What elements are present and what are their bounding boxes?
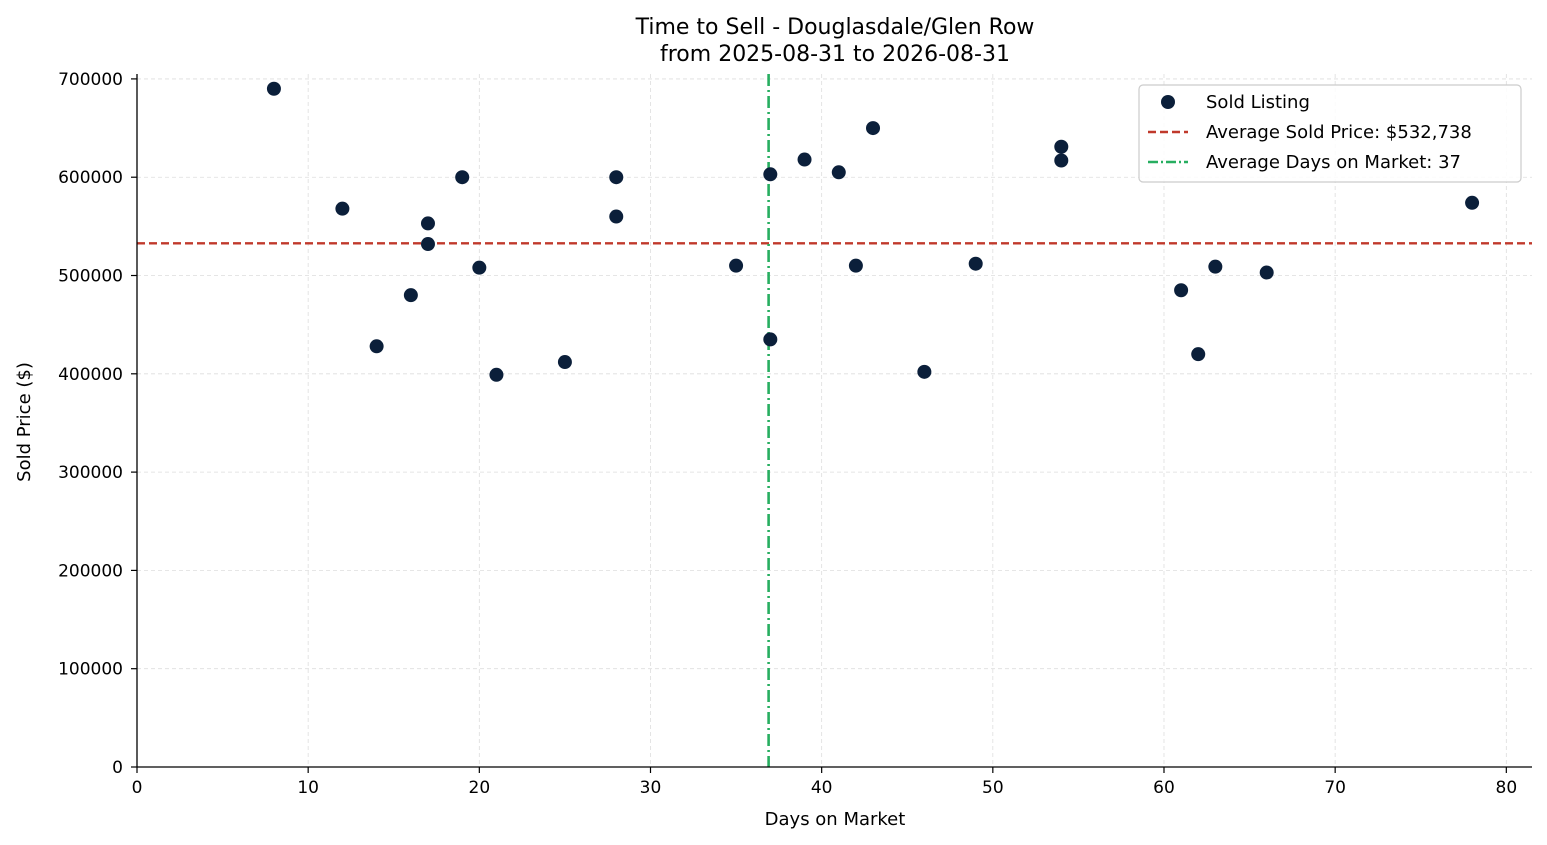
x-tick-label: 10 (297, 778, 319, 798)
y-tick-label: 100000 (58, 660, 123, 680)
data-point (866, 121, 881, 136)
y-tick-label: 0 (112, 758, 123, 778)
x-tick-label: 70 (1324, 778, 1346, 798)
data-point (369, 339, 384, 354)
data-point (403, 288, 418, 303)
data-point (609, 170, 624, 185)
legend-frame (1138, 84, 1522, 183)
data-point (1259, 265, 1274, 280)
data-point (266, 81, 281, 96)
chart-subtitle: from 2025-08-31 to 2026-08-31 (660, 42, 1010, 67)
data-point (1054, 153, 1069, 168)
reference-lines (137, 74, 1532, 767)
data-point (609, 209, 624, 224)
x-tick-label: 30 (640, 778, 662, 798)
x-axis-label: Days on Market (765, 809, 906, 830)
y-tick-label: 500000 (58, 267, 123, 287)
x-tick-label: 80 (1496, 778, 1518, 798)
data-point (1465, 195, 1480, 210)
y-tick-label: 700000 (58, 70, 123, 90)
x-tick-label: 50 (982, 778, 1004, 798)
y-tick-label: 300000 (58, 463, 123, 483)
x-tick-label: 60 (1153, 778, 1175, 798)
y-axis-label: Sold Price ($) (14, 362, 35, 482)
data-point (1191, 347, 1206, 362)
chart-title: Time to Sell - Douglasdale/Glen Row (635, 15, 1035, 40)
data-point (763, 167, 778, 182)
x-tick-label: 20 (469, 778, 491, 798)
x-tick-label: 40 (811, 778, 833, 798)
data-point (489, 367, 504, 382)
data-point (831, 165, 846, 180)
data-point (729, 258, 744, 273)
data-point (763, 332, 778, 347)
legend-marker-sold-listing (1161, 95, 1175, 109)
data-point (848, 258, 863, 273)
data-point (1174, 283, 1189, 298)
data-point (797, 152, 812, 167)
data-point (557, 355, 572, 370)
data-point (917, 364, 932, 379)
data-points (266, 81, 1480, 382)
data-point (1208, 259, 1223, 274)
legend-label-average-days: Average Days on Market: 37 (1206, 152, 1461, 173)
data-point (420, 237, 435, 252)
y-tick-label: 400000 (58, 365, 123, 385)
axes (136, 74, 1532, 768)
data-point (455, 170, 470, 185)
data-point (335, 201, 350, 216)
data-point (1054, 139, 1069, 154)
legend-label-average-price: Average Sold Price: $532,738 (1206, 122, 1472, 143)
data-point (968, 256, 983, 271)
legend-label-sold-listing: Sold Listing (1206, 92, 1310, 113)
y-tick-label: 200000 (58, 561, 123, 581)
x-axis-ticks: 0 10 20 30 40 50 60 70 80 (132, 767, 1518, 798)
y-tick-label: 600000 (58, 168, 123, 188)
data-point (472, 260, 487, 275)
y-axis-ticks: 0 100000 200000 300000 400000 500000 600000 700… (58, 70, 137, 778)
x-tick-label: 0 (132, 778, 143, 798)
data-point (420, 216, 435, 231)
legend: Sold Listing Average Sold Price: $532,73… (1138, 84, 1522, 183)
